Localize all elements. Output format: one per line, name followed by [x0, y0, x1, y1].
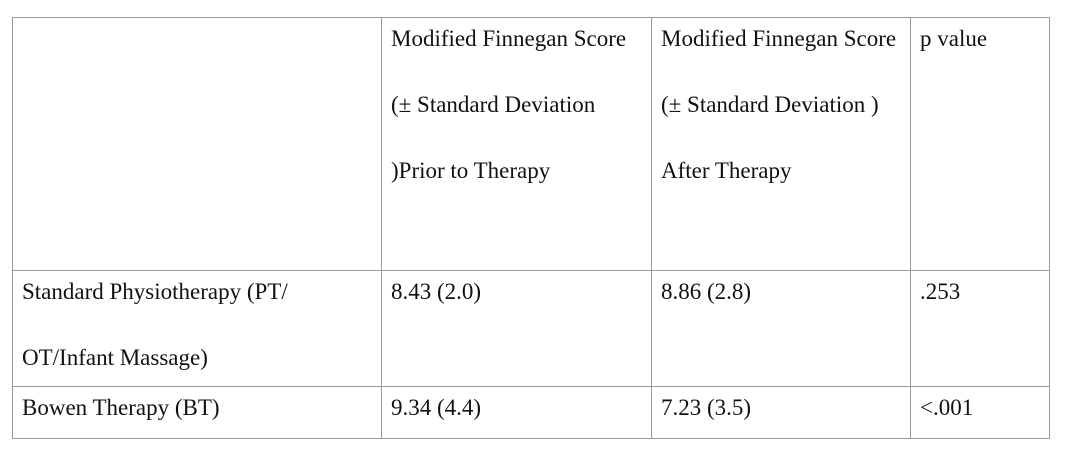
header-row: Modified Finnegan Score (± Standard Devi… [12, 17, 1050, 271]
header-text: p value [920, 26, 988, 51]
cell: Standard Physiotherapy (PT/ OT/Infant Ma… [12, 270, 382, 387]
cell-text: <.001 [920, 395, 974, 420]
cell-text: 9.34 (4.4) [391, 395, 482, 420]
header-text: Modified Finnegan Score (± Standard Devi… [661, 26, 897, 183]
header-text: Modified Finnegan Score (± Standard Devi… [391, 26, 627, 183]
data-table: Modified Finnegan Score (± Standard Devi… [12, 17, 1050, 439]
cell-text: Standard Physiotherapy (PT/ OT/Infant Ma… [22, 279, 288, 370]
table-row: Bowen Therapy (BT) 9.34 (4.4) 7.23 (3.5)… [12, 386, 1050, 439]
cell-text: 7.23 (3.5) [661, 395, 752, 420]
header-cell: p value [910, 17, 1050, 271]
cell: 8.43 (2.0) [381, 270, 652, 387]
table-row: Standard Physiotherapy (PT/ OT/Infant Ma… [12, 270, 1050, 387]
cell-text: Bowen Therapy (BT) [22, 395, 220, 420]
header-cell [12, 17, 382, 271]
cell-text: 8.86 (2.8) [661, 279, 752, 304]
header-cell: Modified Finnegan Score (± Standard Devi… [381, 17, 652, 271]
cell-text: 8.43 (2.0) [391, 279, 482, 304]
cell: 9.34 (4.4) [381, 386, 652, 439]
cell: .253 [910, 270, 1050, 387]
cell: 8.86 (2.8) [651, 270, 911, 387]
cell: Bowen Therapy (BT) [12, 386, 382, 439]
cell: 7.23 (3.5) [651, 386, 911, 439]
cell: <.001 [910, 386, 1050, 439]
cell-text: .253 [920, 279, 961, 304]
header-cell: Modified Finnegan Score (± Standard Devi… [651, 17, 911, 271]
